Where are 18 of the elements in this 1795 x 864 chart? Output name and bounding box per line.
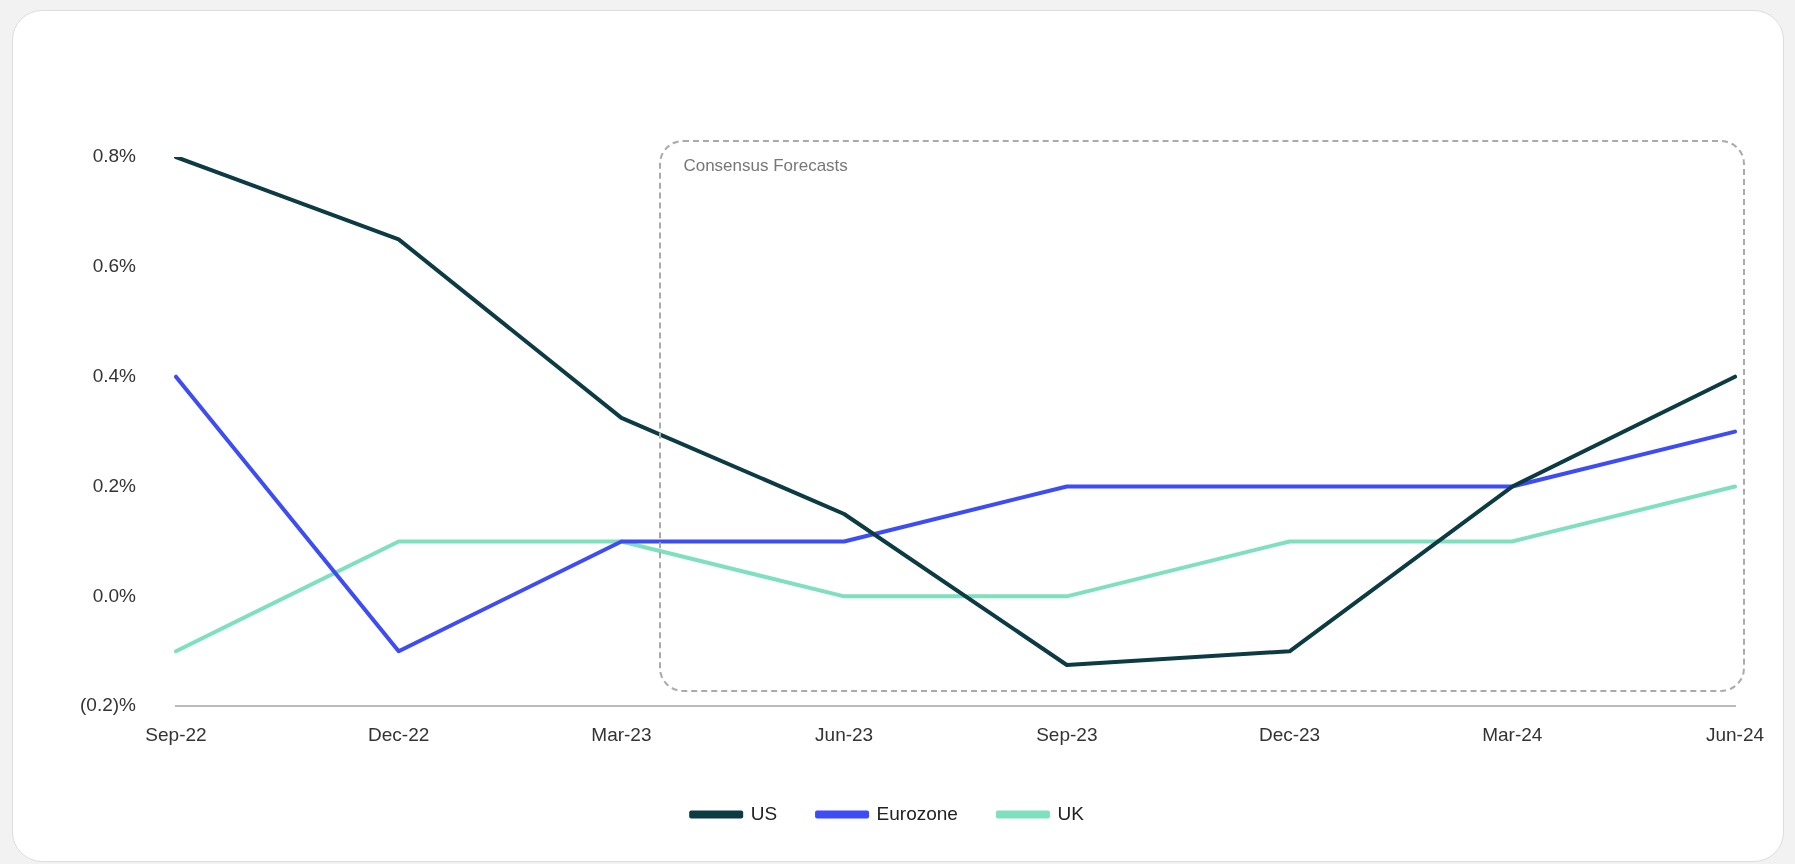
legend-label: UK (1057, 802, 1085, 824)
x-tick-label: Dec-22 (368, 723, 430, 745)
y-tick-label: 0.0% (92, 584, 137, 606)
x-tick-label: Sep-23 (1036, 723, 1098, 745)
x-tick-label: Sep-22 (145, 723, 207, 745)
y-tick-label: (0.2)% (79, 694, 137, 716)
x-tick-label: Mar-23 (591, 723, 652, 745)
y-tick-label: 0.8% (92, 145, 137, 167)
x-tick-label: Jun-23 (815, 723, 874, 745)
x-tick-label: Mar-24 (1482, 723, 1543, 745)
x-tick-label: Dec-23 (1258, 723, 1321, 745)
y-tick-label: 0.4% (92, 364, 137, 386)
x-tick-label: Jun-24 (1705, 723, 1765, 745)
legend-label: US (750, 802, 778, 824)
annotation: Consensus Forecasts (683, 156, 848, 176)
legend-label: Eurozone (876, 802, 958, 824)
y-tick-label: 0.6% (92, 255, 137, 277)
y-tick-label: 0.2% (92, 474, 137, 496)
